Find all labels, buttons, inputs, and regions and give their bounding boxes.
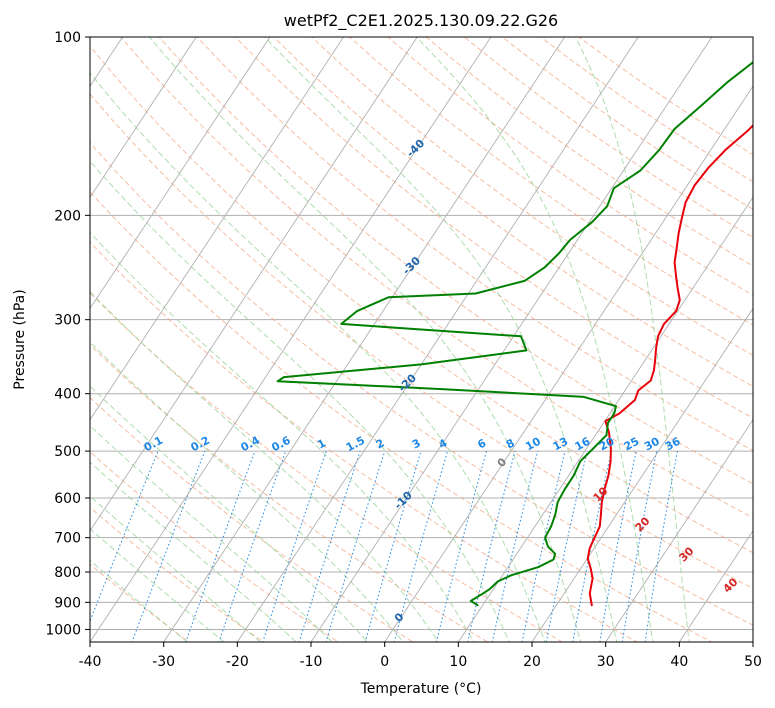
isotherm-line <box>90 37 271 310</box>
moist-adiabat-line <box>90 385 369 642</box>
x-tick-label: 20 <box>523 654 541 670</box>
x-tick-label: 50 <box>744 654 762 670</box>
dry-adiabat-line <box>90 142 753 626</box>
moist-adiabat-line <box>264 37 618 642</box>
mixing-ratio-line <box>545 450 588 642</box>
mixing-ratio-line <box>90 450 159 623</box>
mixing-ratio-label: 16 <box>573 435 593 454</box>
y-tick-label: 1000 <box>45 622 81 638</box>
mixing-ratio-line <box>435 450 487 642</box>
moist-adiabat-line <box>416 37 654 642</box>
isotherm-line <box>90 37 492 642</box>
x-tick-label: -10 <box>300 654 323 670</box>
pressure-grid <box>90 37 753 630</box>
y-tick-label: 600 <box>54 491 81 507</box>
mixing-ratio-line <box>364 450 422 642</box>
x-tick-label: 40 <box>670 654 688 670</box>
moist-adiabat-line <box>574 37 690 642</box>
dry-adiabat-line <box>273 37 753 387</box>
mixing-ratio-label: 10 <box>523 435 543 454</box>
mixing-ratio-line <box>393 450 449 642</box>
dry-adiabat-line <box>90 506 265 642</box>
moist-adiabat-line <box>90 495 261 642</box>
y-tick-label: 400 <box>54 387 81 403</box>
x-tick-label: 0 <box>380 654 389 670</box>
mixing-ratio-lines <box>90 450 678 642</box>
moist-adiabat-line <box>90 527 225 642</box>
dry-adiabat-line <box>90 45 753 554</box>
mixing-ratio-label: 30 <box>642 435 662 454</box>
mixing-ratio-line <box>521 450 566 642</box>
dry-adiabat-line <box>90 93 753 590</box>
chart-title: wetPf2_C2E1.2025.130.09.22.G26 <box>284 11 558 31</box>
isotherm-line <box>90 37 345 421</box>
mixing-ratio-line <box>599 451 637 642</box>
plot-frame <box>89 36 754 643</box>
y-tick-label: 800 <box>54 565 81 581</box>
moist-adiabat-line <box>90 341 404 642</box>
dry-adiabat-line <box>90 344 489 642</box>
mixing-ratio-label: 20 <box>597 435 617 454</box>
isotherm-line <box>531 307 753 642</box>
mixing-ratio-line <box>572 450 612 642</box>
mixing-ratio-line <box>621 451 658 642</box>
y-axis-title: Pressure (hPa) <box>12 289 28 389</box>
dewpoint-trace <box>276 60 753 607</box>
axis-ticks: -40 -30 -20 -10 0 10 20 30 40 50 100 200 300 400 500 60… <box>45 30 762 670</box>
dry-adiabat-line <box>120 37 753 519</box>
isotherm-line <box>90 37 197 199</box>
moist-adiabat-line <box>90 231 475 642</box>
dry-adiabat-line <box>234 37 753 419</box>
dry-adiabats <box>90 37 753 642</box>
moist-adiabat-line <box>90 559 189 642</box>
y-tick-label: 900 <box>54 595 81 611</box>
mixing-ratio-line <box>466 450 516 642</box>
dry-adiabat-line <box>90 191 713 642</box>
isotherm-line <box>310 37 713 642</box>
isotherm-line <box>384 85 753 642</box>
y-tick-label: 500 <box>54 444 81 460</box>
mixing-ratio-line <box>491 450 539 642</box>
mixing-ratio-line <box>644 451 678 642</box>
mixing-ratio-line <box>218 450 287 642</box>
isotherm-line <box>457 196 753 642</box>
y-tick-label: 200 <box>54 208 81 224</box>
isotherm-line <box>163 37 566 642</box>
y-tick-label: 700 <box>54 531 81 547</box>
mixing-ratio-label: 36 <box>663 435 683 454</box>
plot-area: 0.1 0.2 0.4 0.6 1 1.5 2 3 4 6 8 10 13 16 20 25 30 36-40-3… <box>90 37 753 642</box>
mixing-ratio-label: 13 <box>551 435 571 454</box>
temperature-trace <box>586 124 753 607</box>
isotherms <box>90 37 753 642</box>
x-tick-label: -40 <box>79 654 102 670</box>
isotherm-line <box>90 37 418 532</box>
dry-adiabat-line <box>90 451 340 642</box>
dry-adiabat-line <box>90 396 414 642</box>
moist-adiabat-line <box>90 461 298 642</box>
y-tick-label: 300 <box>54 313 81 329</box>
sounding-traces <box>276 60 753 607</box>
dry-adiabat-line <box>90 241 639 642</box>
isotherm-line <box>605 418 753 642</box>
mixing-ratio-label: 25 <box>622 435 642 454</box>
mixing-ratio-line <box>262 450 327 642</box>
isotherm-line <box>236 37 639 642</box>
x-axis-title: Temperature (°C) <box>360 681 482 697</box>
x-tick-label: 30 <box>597 654 615 670</box>
y-tick-label: 100 <box>54 30 81 46</box>
x-tick-label: -20 <box>226 654 249 670</box>
isotherm-line <box>678 530 753 642</box>
moist-adiabat-line <box>90 72 546 642</box>
dry-adiabat-line <box>311 37 753 356</box>
x-tick-label: -30 <box>152 654 175 670</box>
x-tick-label: 10 <box>449 654 467 670</box>
moist-adiabat-line <box>90 160 510 642</box>
